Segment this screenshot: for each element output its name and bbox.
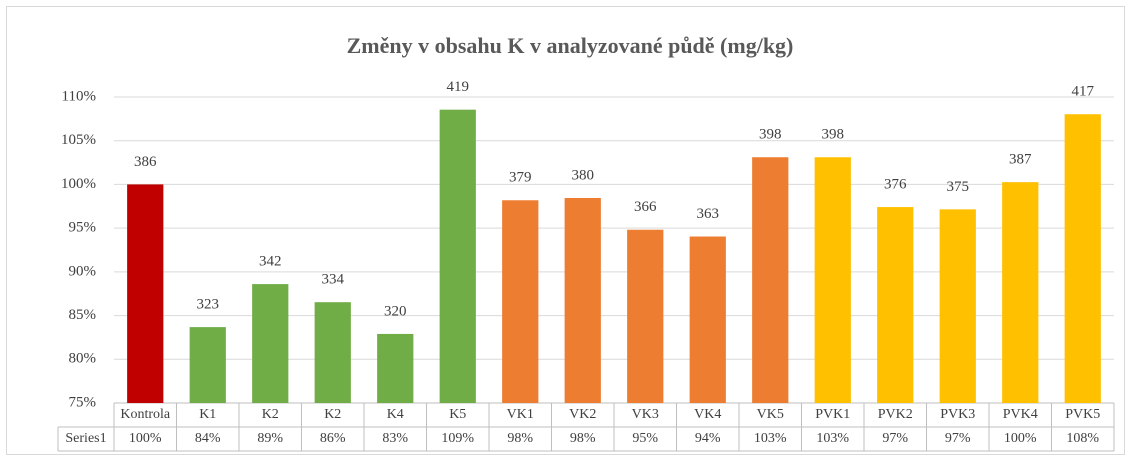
y-tick-label: 95% <box>69 220 97 236</box>
table-value: 83% <box>382 431 408 446</box>
y-tick-label: 90% <box>69 263 97 279</box>
bar <box>127 184 164 403</box>
table-value: 97% <box>882 431 908 446</box>
x-tick-label: K5 <box>449 407 466 422</box>
y-tick-label: 100% <box>61 176 96 192</box>
table-value: 86% <box>320 431 346 446</box>
y-tick-label: 80% <box>69 351 97 367</box>
x-tick-label: VK4 <box>694 407 721 422</box>
bar <box>814 157 851 403</box>
bar-label: 323 <box>197 297 220 313</box>
bar <box>189 327 226 403</box>
x-tick-label: VK3 <box>632 407 659 422</box>
table-value: 100% <box>1004 431 1037 446</box>
bar-label: 342 <box>259 254 282 270</box>
x-tick-label: VK1 <box>507 407 534 422</box>
bar <box>877 207 914 403</box>
y-tick-label: 75% <box>69 394 97 410</box>
bar-label: 419 <box>447 79 470 95</box>
bar-label: 334 <box>322 272 345 288</box>
table-value: 95% <box>632 431 658 446</box>
table-value: 108% <box>1066 431 1099 446</box>
table-value: 98% <box>507 431 533 446</box>
table-value: 100% <box>129 431 162 446</box>
bar-label: 320 <box>384 303 407 319</box>
bar-label: 398 <box>759 127 782 143</box>
x-tick-label: VK2 <box>569 407 596 422</box>
bar <box>502 200 539 403</box>
bar-label: 380 <box>572 167 595 183</box>
table-value: 103% <box>816 431 849 446</box>
x-tick-label: K4 <box>387 407 404 422</box>
x-tick-label: K1 <box>199 407 216 422</box>
bar-label: 379 <box>509 170 532 186</box>
bar <box>627 229 664 403</box>
bar <box>252 284 289 403</box>
x-tick-label: PVK3 <box>940 407 975 422</box>
bar-label: 375 <box>947 179 970 195</box>
x-tick-label: Kontrola <box>120 407 171 422</box>
bar <box>1002 182 1039 403</box>
bar-label: 417 <box>1072 84 1095 100</box>
bar <box>377 333 414 403</box>
bar-label: 387 <box>1009 152 1032 168</box>
table-value: 97% <box>945 431 971 446</box>
table-value: 103% <box>754 431 787 446</box>
bar-label: 363 <box>697 206 720 222</box>
chart-title: Změny v obsahu K v analyzované půdě (mg/… <box>347 33 794 58</box>
x-tick-label: K2 <box>262 407 279 422</box>
bar <box>939 209 976 403</box>
legend-label: Series1 <box>65 431 106 446</box>
table-value: 94% <box>695 431 721 446</box>
x-tick-label: PVK4 <box>1003 407 1038 422</box>
bar <box>1064 114 1101 404</box>
x-tick-label: K2 <box>324 407 341 422</box>
bar <box>314 302 351 403</box>
table-value: 109% <box>441 431 474 446</box>
bar <box>564 197 601 403</box>
x-tick-label: PVK1 <box>815 407 850 422</box>
x-tick-label: PVK2 <box>878 407 913 422</box>
y-tick-label: 110% <box>62 88 96 104</box>
y-tick-label: 105% <box>61 132 96 148</box>
bar <box>439 109 476 404</box>
bar-label: 398 <box>822 127 845 143</box>
table-value: 84% <box>195 431 221 446</box>
y-tick-label: 85% <box>69 307 97 323</box>
bar <box>752 157 789 403</box>
bar-label: 376 <box>884 177 907 193</box>
table-value: 89% <box>257 431 283 446</box>
bar-label: 366 <box>634 199 657 215</box>
table-value: 98% <box>570 431 596 446</box>
bar <box>689 236 726 403</box>
bar-label: 386 <box>134 154 157 170</box>
x-tick-label: VK5 <box>757 407 784 422</box>
x-tick-label: PVK5 <box>1065 407 1100 422</box>
